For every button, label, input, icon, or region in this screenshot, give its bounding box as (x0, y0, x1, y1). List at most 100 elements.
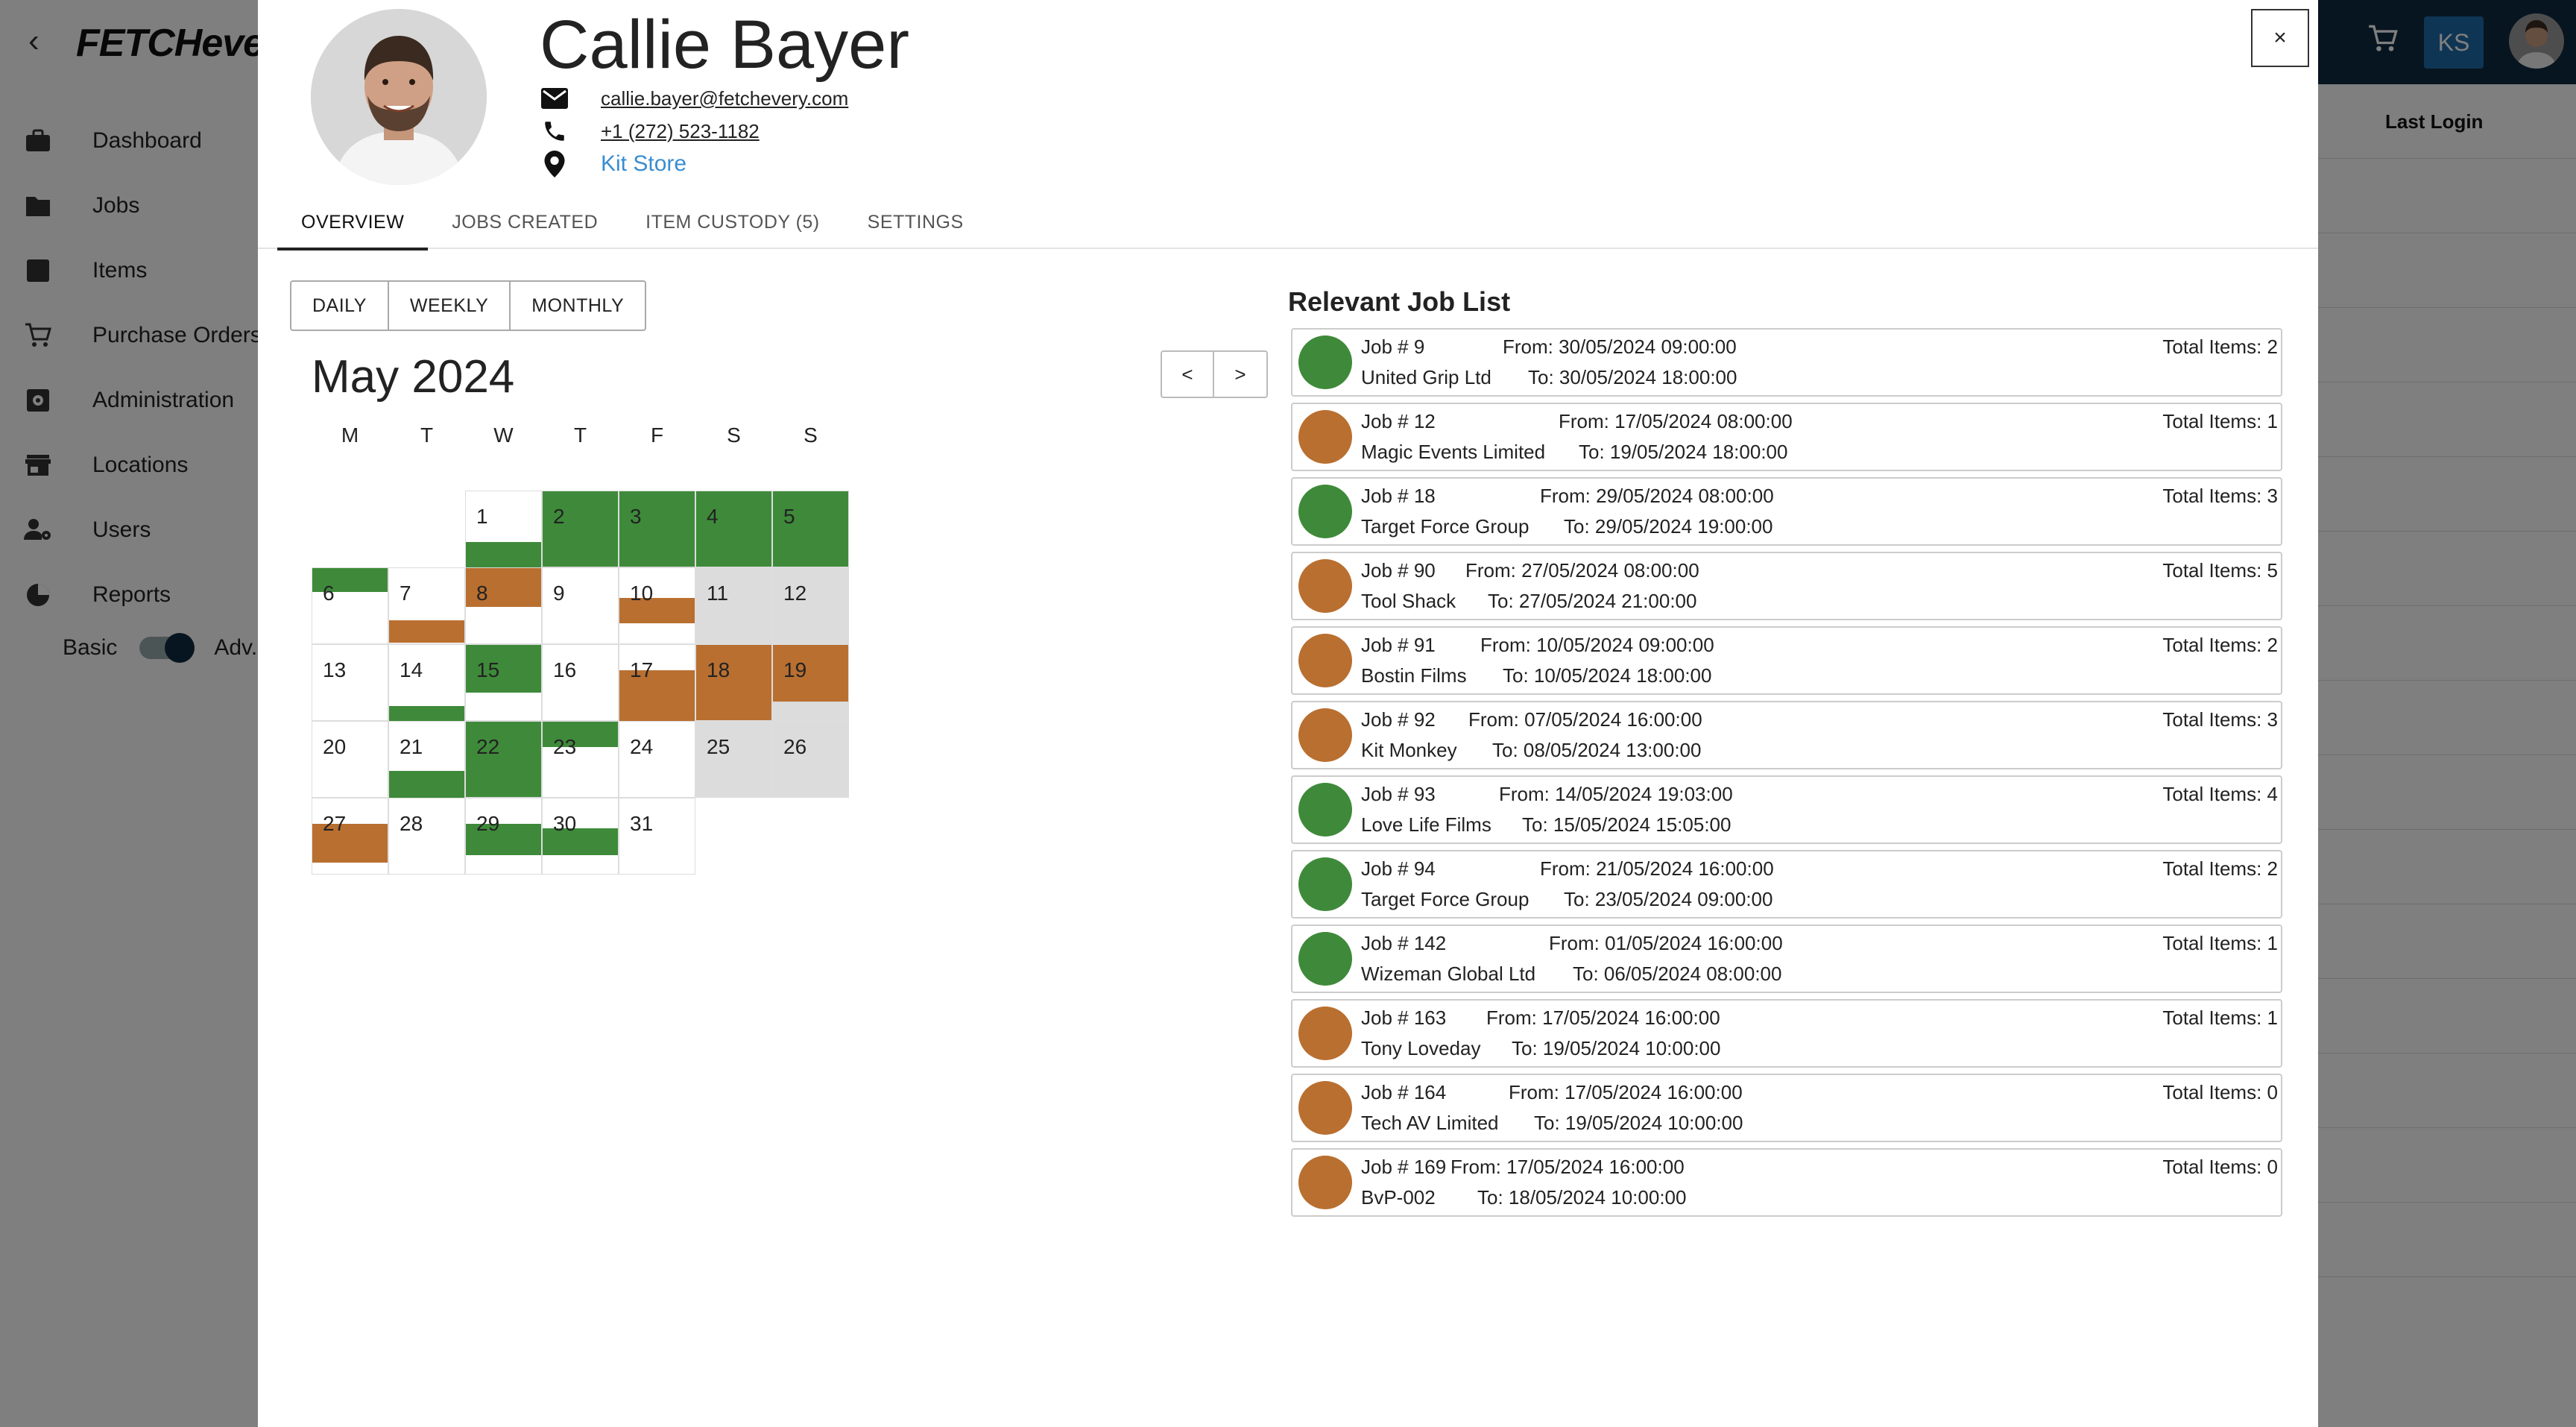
calendar-month-title: May 2024 (312, 351, 515, 403)
job-client: Wizeman Global Ltd (1361, 963, 1536, 985)
calendar-day[interactable]: 18 (695, 644, 772, 721)
job-number: Job # 18 (1361, 485, 1436, 507)
job-to: To: 19/05/2024 18:00:00 (1579, 441, 1788, 463)
calendar-day[interactable]: 2 (542, 491, 619, 567)
calendar-day[interactable]: 4 (695, 491, 772, 567)
job-list-item[interactable]: Job # 18 From: 29/05/2024 08:00:00 Total I… (1291, 477, 2282, 546)
job-number: Job # 93 (1361, 783, 1436, 805)
monthly-view-button[interactable]: MONTHLY (531, 294, 625, 316)
weekday-label: S (727, 423, 741, 447)
tab-overview[interactable]: OVERVIEW (277, 195, 429, 251)
job-client: Tech AV Limited (1361, 1112, 1499, 1134)
calendar-day[interactable]: 10 (619, 567, 695, 644)
calendar-day[interactable]: 15 (465, 644, 542, 721)
job-list-item[interactable]: Job # 92 From: 07/05/2024 16:00:00 Total I… (1291, 701, 2282, 769)
calendar-day[interactable]: 21 (388, 721, 465, 798)
phone-icon (540, 116, 569, 146)
calendar-day[interactable]: 25 (695, 721, 772, 798)
job-list-item[interactable]: Job # 163 From: 17/05/2024 16:00:00 Total … (1291, 999, 2282, 1068)
job-to: To: 18/05/2024 10:00:00 (1477, 1186, 1687, 1209)
calendar: M T W T F S S 1 2 3 4 5 6 7 8 9 10 11 12… (312, 423, 849, 875)
weekly-view-button[interactable]: WEEKLY (389, 282, 511, 330)
calendar-day[interactable]: 27 (312, 798, 388, 875)
job-list-item[interactable]: Job # 142 From: 01/05/2024 16:00:00 Total … (1291, 924, 2282, 993)
close-button[interactable]: × (2251, 9, 2309, 67)
job-number: Job # 90 (1361, 559, 1436, 582)
job-from: From: 07/05/2024 16:00:00 (1468, 708, 1702, 731)
job-list-item[interactable]: Job # 93 From: 14/05/2024 19:03:00 Total I… (1291, 775, 2282, 844)
phone-row: +1 (272) 523-1182 (540, 115, 848, 148)
job-status-dot (1298, 932, 1352, 986)
calendar-day[interactable]: 28 (388, 798, 465, 875)
calendar-grid: 1 2 3 4 5 6 7 8 9 10 11 12 13 14 15 16 1… (312, 491, 849, 875)
calendar-day[interactable]: 5 (772, 491, 849, 567)
job-total-items: Total Items: 3 (2162, 708, 2278, 731)
job-number: Job # 142 (1361, 932, 1447, 954)
daily-view-button[interactable]: DAILY (291, 282, 389, 330)
job-client: Kit Monkey (1361, 739, 1457, 761)
weekday-label: S (804, 423, 818, 447)
job-to: To: 19/05/2024 10:00:00 (1512, 1037, 1721, 1059)
calendar-day[interactable]: 17 (619, 644, 695, 722)
job-from: From: 01/05/2024 16:00:00 (1549, 932, 1783, 954)
job-list-item[interactable]: Job # 164 From: 17/05/2024 16:00:00 Total … (1291, 1074, 2282, 1142)
job-to: To: 30/05/2024 18:00:00 (1528, 366, 1737, 388)
calendar-day[interactable]: 24 (619, 721, 695, 798)
job-to: To: 23/05/2024 09:00:00 (1564, 888, 1773, 910)
tab-jobs-created[interactable]: JOBS CREATED (452, 211, 599, 233)
calendar-day[interactable]: 8 (465, 567, 542, 644)
job-total-items: Total Items: 1 (2162, 1007, 2278, 1029)
job-client: Target Force Group (1361, 888, 1530, 910)
job-list-item[interactable]: Job # 94 From: 21/05/2024 16:00:00 Total I… (1291, 850, 2282, 919)
job-status-dot (1298, 485, 1352, 538)
job-client: Love Life Films (1361, 813, 1491, 836)
calendar-day[interactable]: 14 (388, 644, 465, 721)
weekday-label: T (573, 423, 587, 447)
calendar-day[interactable]: 29 (465, 798, 542, 875)
job-list-item[interactable]: Job # 90 From: 27/05/2024 08:00:00 Total I… (1291, 552, 2282, 620)
job-status-dot (1298, 783, 1352, 837)
calendar-day[interactable]: 16 (542, 644, 619, 721)
job-list-item[interactable]: Job # 169 From: 17/05/2024 16:00:00 Total … (1291, 1148, 2282, 1217)
location-link[interactable]: Kit Store (601, 151, 687, 176)
calendar-day[interactable]: 26 (772, 721, 849, 798)
job-client: United Grip Ltd (1361, 366, 1491, 388)
job-number: Job # 9 (1361, 336, 1425, 358)
job-from: From: 29/05/2024 08:00:00 (1540, 485, 1774, 507)
calendar-day[interactable]: 31 (619, 798, 695, 875)
job-total-items: Total Items: 2 (2162, 336, 2278, 358)
job-list-item[interactable]: Job # 91 From: 10/05/2024 09:00:00 Total I… (1291, 626, 2282, 695)
job-to: To: 06/05/2024 08:00:00 (1573, 963, 1782, 985)
job-number: Job # 169 (1361, 1156, 1447, 1178)
job-status-dot (1298, 634, 1352, 687)
job-number: Job # 12 (1361, 410, 1436, 432)
next-month-button[interactable]: > (1234, 362, 1246, 385)
calendar-day[interactable]: 11 (695, 567, 772, 644)
job-total-items: Total Items: 4 (2162, 783, 2278, 805)
job-from: From: 14/05/2024 19:03:00 (1499, 783, 1733, 805)
mail-icon (540, 84, 569, 113)
tab-item-custody[interactable]: ITEM CUSTODY (5) (645, 211, 820, 233)
calendar-day[interactable]: 3 (619, 491, 695, 567)
calendar-day[interactable]: 19 (772, 644, 849, 721)
calendar-day[interactable]: 13 (312, 644, 388, 721)
calendar-day[interactable]: 20 (312, 721, 388, 798)
calendar-day[interactable]: 7 (388, 567, 465, 644)
calendar-day[interactable]: 22 (465, 721, 542, 798)
job-list-item[interactable]: Job # 12 From: 17/05/2024 08:00:00 Total I… (1291, 403, 2282, 471)
job-list-item[interactable]: Job # 9 From: 30/05/2024 09:00:00 Total It… (1291, 328, 2282, 397)
phone-link[interactable]: +1 (272) 523-1182 (601, 119, 760, 142)
job-total-items: Total Items: 0 (2162, 1081, 2278, 1103)
calendar-day[interactable]: 23 (542, 721, 619, 798)
email-link[interactable]: callie.bayer@fetchevery.com (601, 86, 849, 110)
profile-avatar (311, 9, 487, 185)
calendar-day[interactable]: 6 (312, 567, 388, 644)
tab-settings[interactable]: SETTINGS (867, 211, 964, 233)
calendar-day[interactable]: 9 (542, 567, 619, 644)
calendar-day[interactable]: 1 (465, 491, 542, 567)
calendar-day[interactable]: 12 (772, 567, 849, 644)
prev-month-button[interactable]: < (1162, 352, 1214, 397)
calendar-day[interactable]: 30 (542, 798, 619, 875)
job-client: Target Force Group (1361, 515, 1530, 538)
job-from: From: 17/05/2024 08:00:00 (1559, 410, 1793, 432)
